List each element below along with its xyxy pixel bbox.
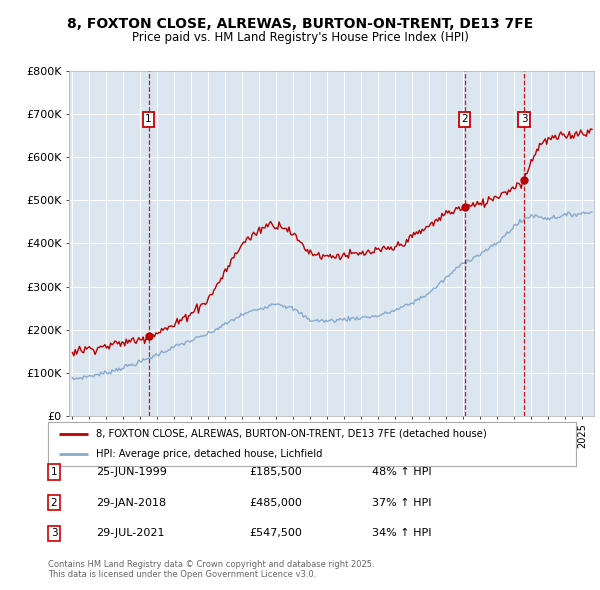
Text: 8, FOXTON CLOSE, ALREWAS, BURTON-ON-TRENT, DE13 7FE: 8, FOXTON CLOSE, ALREWAS, BURTON-ON-TREN… bbox=[67, 17, 533, 31]
Text: 25-JUN-1999: 25-JUN-1999 bbox=[96, 467, 167, 477]
Text: 1: 1 bbox=[50, 467, 58, 477]
Text: 8, FOXTON CLOSE, ALREWAS, BURTON-ON-TRENT, DE13 7FE (detached house): 8, FOXTON CLOSE, ALREWAS, BURTON-ON-TREN… bbox=[95, 429, 486, 439]
Text: £547,500: £547,500 bbox=[249, 529, 302, 538]
Text: £485,000: £485,000 bbox=[249, 498, 302, 507]
Text: 34% ↑ HPI: 34% ↑ HPI bbox=[372, 529, 431, 538]
Text: 1: 1 bbox=[145, 114, 152, 124]
Text: 29-JUL-2021: 29-JUL-2021 bbox=[96, 529, 164, 538]
Text: 3: 3 bbox=[521, 114, 527, 124]
Text: 3: 3 bbox=[50, 529, 58, 538]
Text: 48% ↑ HPI: 48% ↑ HPI bbox=[372, 467, 431, 477]
Text: Price paid vs. HM Land Registry's House Price Index (HPI): Price paid vs. HM Land Registry's House … bbox=[131, 31, 469, 44]
Text: HPI: Average price, detached house, Lichfield: HPI: Average price, detached house, Lich… bbox=[95, 449, 322, 459]
Text: £185,500: £185,500 bbox=[249, 467, 302, 477]
Text: 37% ↑ HPI: 37% ↑ HPI bbox=[372, 498, 431, 507]
Text: 29-JAN-2018: 29-JAN-2018 bbox=[96, 498, 166, 507]
Text: 2: 2 bbox=[461, 114, 468, 124]
Text: Contains HM Land Registry data © Crown copyright and database right 2025.
This d: Contains HM Land Registry data © Crown c… bbox=[48, 560, 374, 579]
Text: 2: 2 bbox=[50, 498, 58, 507]
